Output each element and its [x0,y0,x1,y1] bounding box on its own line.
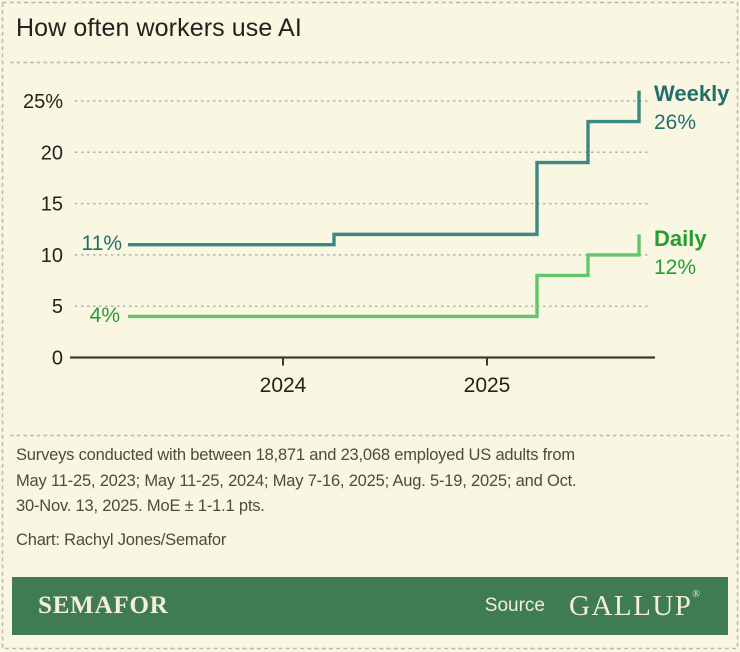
weekly-series-label: Weekly [654,81,730,106]
daily-start-value-label: 4% [90,304,120,327]
chart-credit: Chart: Rachyl Jones/Semafor [16,531,227,549]
daily-series-label: Daily [654,226,707,251]
brand-bar: SEMAFOR Source GALLUP® [12,577,728,635]
page-title: How often workers use AI [16,14,302,42]
y-tick-label: 10 [41,245,63,267]
weekly-end-value-label: 26% [654,111,696,134]
gallup-logo: GALLUP® [569,589,700,623]
source-note-line: 30-Nov. 13, 2025. MoE ± 1-1.1 pts. [16,497,265,515]
y-tick-label: 15 [41,194,63,216]
x-tick-label-2024: 2024 [260,374,307,397]
gallup-wordmark: GALLUP [569,590,693,622]
source-label: Source [484,595,545,616]
weekly-line [128,90,641,247]
source-note-line: Surveys conducted with between 18,871 an… [16,446,575,464]
y-tick-label: 20 [41,142,63,164]
source-note-line: May 11-25, 2023; May 11-25, 2024; May 7-… [16,471,577,490]
weekly-start-value-label: 11% [82,232,122,255]
source-group: Source GALLUP® [485,589,700,623]
y-tick-label: 5 [52,296,63,318]
x-tick-label-2025: 2025 [464,374,511,397]
daily-end-value-label: 12% [654,256,696,279]
source-note: Surveys conducted with between 18,871 an… [16,443,716,520]
semafor-logo: SEMAFOR [38,592,169,619]
y-tick-label: 0 [52,348,63,370]
y-tick-label: 25% [23,91,63,113]
daily-line [128,234,641,319]
registered-trademark-icon: ® [692,589,700,600]
